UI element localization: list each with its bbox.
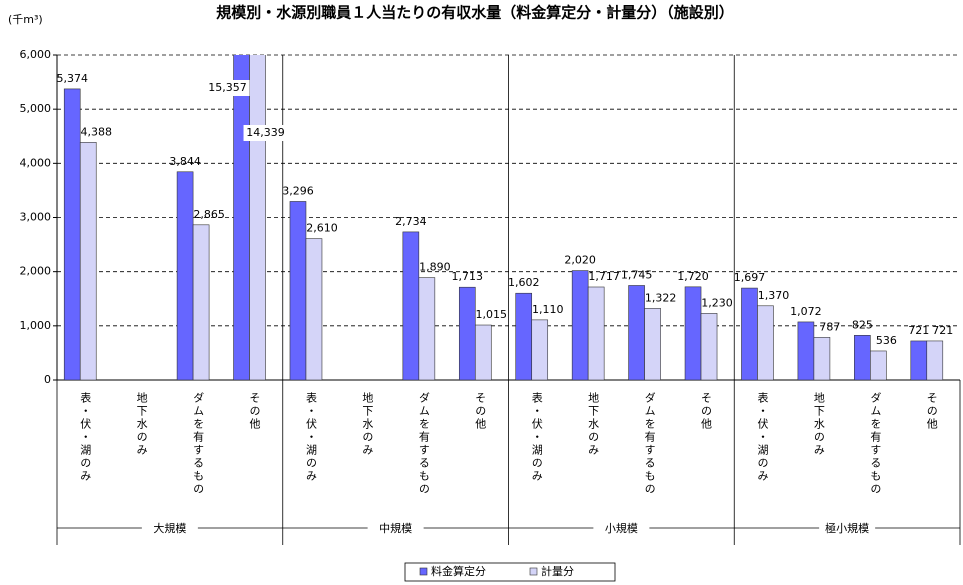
bar xyxy=(63,88,81,380)
bar xyxy=(402,231,420,380)
bar xyxy=(458,286,476,380)
x-tick-label: その他 xyxy=(925,392,938,431)
value-label: 3,296 xyxy=(282,184,314,197)
bar xyxy=(628,285,645,380)
value-label: 787 xyxy=(819,320,840,333)
x-tick-label: その他 xyxy=(700,392,713,431)
value-label: 1,745 xyxy=(621,268,653,281)
value-label: 3,844 xyxy=(169,155,201,168)
group-label: 中規模 xyxy=(379,521,412,535)
x-tick-label: 地下水のみ xyxy=(135,392,148,457)
bar xyxy=(531,319,549,380)
value-label: 1,602 xyxy=(508,276,540,289)
value-label: 5,374 xyxy=(56,72,88,85)
bar xyxy=(757,305,774,380)
bar xyxy=(249,55,266,380)
x-tick-label: その他 xyxy=(248,392,261,431)
value-label-bg xyxy=(205,80,250,96)
y-tick-label: 5,000 xyxy=(20,102,52,115)
value-label: 1,110 xyxy=(532,303,564,316)
y-tick-label: 2,000 xyxy=(20,265,52,278)
bar xyxy=(644,308,661,380)
group-label: 極小規模 xyxy=(825,521,869,535)
x-tick-label: 地下水のみ xyxy=(812,392,825,457)
x-tick-label: 表・伏・湖のみ xyxy=(756,391,769,483)
value-label: 721 xyxy=(908,324,929,337)
value-label: 1,717 xyxy=(588,270,620,283)
bar xyxy=(700,313,718,380)
value-label: 1,713 xyxy=(452,270,484,283)
group-label-bg xyxy=(367,520,424,536)
bar xyxy=(870,350,887,380)
y-tick-label: 4,000 xyxy=(20,156,52,169)
bar xyxy=(192,224,210,380)
x-tick-label: 地下水のみ xyxy=(587,392,600,457)
x-tick-label: 地下水のみ xyxy=(361,392,374,457)
legend-swatch xyxy=(419,567,428,576)
bar xyxy=(854,335,871,380)
bar xyxy=(741,287,758,380)
y-tick-label: 6,000 xyxy=(20,48,52,61)
x-tick-label: ダムを有するもの xyxy=(643,392,656,496)
value-label: 1,697 xyxy=(734,271,766,284)
bar xyxy=(305,238,323,380)
bar xyxy=(926,340,944,380)
y-tick-label: 0 xyxy=(44,373,51,386)
bar xyxy=(797,321,815,380)
y-tick-label: 3,000 xyxy=(20,211,52,224)
value-label: 1,015 xyxy=(476,308,508,321)
value-label-bg xyxy=(243,125,288,141)
value-label: 536 xyxy=(876,334,897,347)
chart-title: 規模別・水源別職員１人当たりの有収水量（料金算定分・計量分）（施設別） xyxy=(216,4,734,22)
value-label: 1,322 xyxy=(645,291,677,304)
value-label: 1,230 xyxy=(701,296,733,309)
bar xyxy=(515,292,533,380)
y-tick-label: 1,000 xyxy=(20,319,52,332)
plot-area xyxy=(63,55,944,380)
bar xyxy=(684,286,702,380)
bar xyxy=(474,324,492,380)
legend-swatch xyxy=(529,567,538,576)
value-label: 2,734 xyxy=(395,215,427,228)
value-label: 1,370 xyxy=(758,289,790,302)
value-label: 15,357 xyxy=(208,81,247,94)
value-label: 2,865 xyxy=(193,208,225,221)
group-label: 大規模 xyxy=(153,521,186,535)
y-axis-label: (千m³) xyxy=(8,13,43,26)
x-tick-label: ダムを有するもの xyxy=(192,392,205,496)
x-tick-label: 表・伏・湖のみ xyxy=(530,391,543,483)
legend-box xyxy=(404,562,616,582)
x-tick-label: 表・伏・湖のみ xyxy=(304,391,317,483)
value-label: 4,388 xyxy=(80,125,112,138)
group-label-bg xyxy=(593,520,650,536)
bar xyxy=(813,337,831,380)
x-tick-label: その他 xyxy=(474,392,487,431)
bar xyxy=(176,171,194,380)
bar xyxy=(79,142,97,380)
group-label: 小規模 xyxy=(605,521,638,535)
value-label: 1,072 xyxy=(790,305,822,318)
value-label: 825 xyxy=(852,318,873,331)
value-label: 721 xyxy=(932,324,953,337)
x-tick-label: 表・伏・湖のみ xyxy=(79,391,92,483)
value-label: 2,610 xyxy=(306,222,338,235)
value-label: 2,020 xyxy=(564,254,596,267)
legend-label: 料金算定分 xyxy=(431,564,486,578)
x-tick-label: ダムを有するもの xyxy=(417,392,430,496)
group-label-bg xyxy=(819,520,876,536)
bar xyxy=(289,201,307,380)
bar xyxy=(233,55,250,380)
value-label: 1,890 xyxy=(419,261,451,274)
group-label-bg xyxy=(141,520,198,536)
bar xyxy=(587,286,605,380)
x-tick-label: ダムを有するもの xyxy=(869,392,882,496)
value-label: 1,720 xyxy=(677,270,709,283)
bar xyxy=(910,340,928,380)
legend-label: 計量分 xyxy=(541,564,574,578)
bar xyxy=(418,277,436,380)
bar xyxy=(571,270,589,380)
value-label: 14,339 xyxy=(246,126,285,139)
